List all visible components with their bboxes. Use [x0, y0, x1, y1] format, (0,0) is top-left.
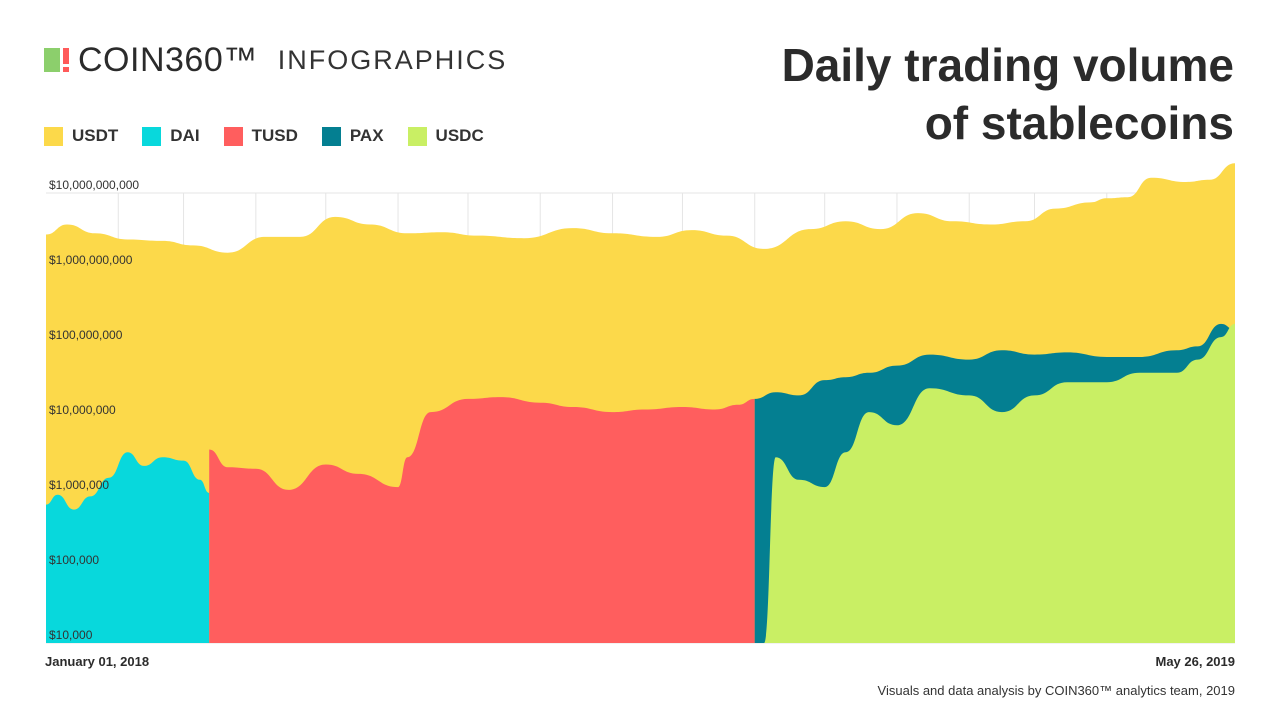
legend-item-usdc: USDC: [407, 126, 484, 146]
legend-label-dai: DAI: [170, 126, 200, 145]
credit-text: Visuals and data analysis by COIN360™ an…: [877, 683, 1235, 698]
chart-title-line1: Daily trading volume: [781, 39, 1234, 91]
y-tick-label: $10,000: [49, 628, 93, 642]
y-tick-label: $10,000,000,000: [49, 178, 139, 192]
chart-title: Daily trading volume of stablecoins: [782, 36, 1234, 152]
legend-item-usdt: USDT: [44, 126, 118, 146]
area-usdc: [754, 323, 1235, 643]
area-tusd: [209, 397, 755, 643]
chart-legend: USDT DAI TUSD PAX USDC: [44, 126, 508, 146]
logo-text: COIN360™: [78, 40, 258, 79]
legend-label-pax: PAX: [349, 126, 384, 145]
logo-subtitle: INFOGRAPHICS: [277, 44, 508, 75]
coin360-logo-mark-icon: [44, 46, 74, 74]
area-dai: [46, 452, 210, 643]
legend-item-pax: PAX: [321, 126, 384, 146]
legend-swatch-tusd: [223, 126, 243, 146]
legend-swatch-dai: [142, 126, 162, 146]
y-tick-label: $100,000: [49, 553, 99, 567]
chart-title-line2: of stablecoins: [924, 97, 1234, 149]
legend-label-tusd: TUSD: [251, 126, 298, 145]
legend-swatch-pax: [321, 126, 341, 146]
stacked-area-chart: $10,000,000,000 $1,000,000,000 $100,000,00…: [46, 163, 1235, 644]
y-tick-label: $100,000,000: [49, 328, 123, 342]
legend-label-usdt: USDT: [72, 126, 119, 145]
legend-swatch-usdc: [407, 126, 427, 146]
legend-item-dai: DAI: [142, 126, 200, 146]
legend-label-usdc: USDC: [435, 126, 484, 145]
y-tick-label: $1,000,000: [49, 478, 109, 492]
x-axis-end-label: May 26, 2019: [1155, 654, 1235, 669]
y-tick-label: $10,000,000: [49, 403, 116, 417]
x-axis-start-label: January 01, 2018: [45, 654, 150, 669]
y-tick-label: $1,000,000,000: [49, 253, 133, 267]
coin360-logo: COIN360™ INFOGRAPHICS: [44, 40, 507, 80]
legend-swatch-usdt: [44, 126, 63, 146]
legend-item-tusd: TUSD: [223, 126, 298, 146]
